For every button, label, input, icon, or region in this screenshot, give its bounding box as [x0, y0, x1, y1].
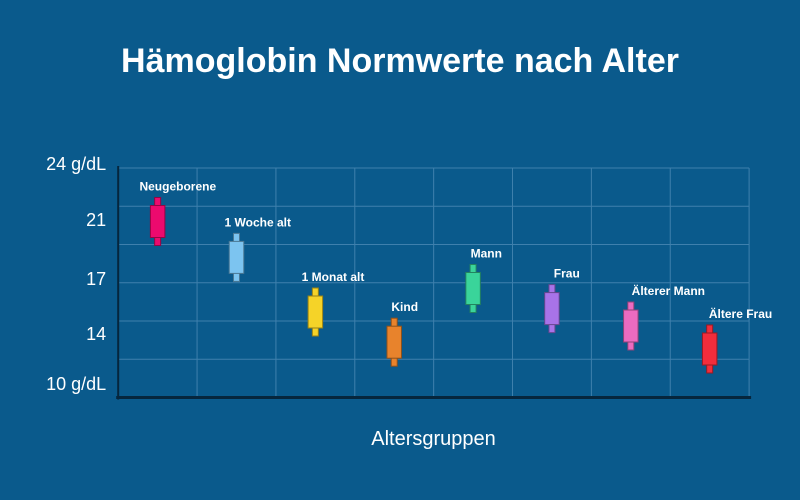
svg-text:Frau: Frau	[554, 267, 580, 281]
svg-text:1 Woche alt: 1 Woche alt	[225, 215, 291, 229]
svg-text:Älterer Mann: Älterer Mann	[632, 283, 705, 298]
svg-text:14: 14	[86, 324, 106, 344]
svg-text:17: 17	[86, 269, 106, 289]
svg-text:1 Monat alt: 1 Monat alt	[302, 270, 365, 284]
svg-text:Ältere Frau: Ältere Frau	[709, 306, 772, 321]
svg-text:Kind: Kind	[391, 300, 418, 314]
svg-text:Mann: Mann	[471, 247, 502, 261]
svg-text:24 g/dL: 24 g/dL	[46, 154, 106, 174]
svg-text:21: 21	[86, 210, 106, 230]
svg-text:10 g/dL: 10 g/dL	[46, 374, 106, 394]
svg-text:Neugeborene: Neugeborene	[139, 180, 216, 194]
